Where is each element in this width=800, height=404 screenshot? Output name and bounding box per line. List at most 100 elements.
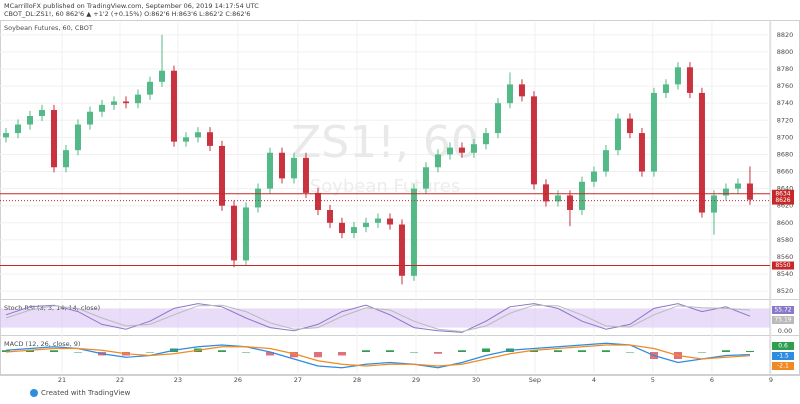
candle-body [86,111,93,125]
candle-body [182,137,189,142]
pane-title: MACD (12, 26, close, 9) [4,340,80,348]
candle-body [566,195,573,210]
candle-body [698,92,705,213]
candle-body [338,222,345,234]
candle-body [434,154,441,168]
x-tick-label: Sep [529,376,541,384]
x-tick-label: 27 [294,376,302,384]
candle-body [26,115,33,125]
x-tick-label: 21 [58,376,66,384]
macd-histogram-bar [25,350,34,352]
candle-body [206,132,213,146]
candle-body [458,147,465,153]
candle-body [134,94,141,104]
y-tick-label: 8640 [777,185,794,193]
price-line-label: 8634 [775,190,790,197]
candle-body [590,171,597,182]
candle-body [674,67,681,85]
last-value-label-box [772,306,794,314]
macd-histogram-bar [49,350,58,352]
x-tick-label: 26 [234,376,242,384]
candle-body [602,150,609,172]
price-line-label: 8626 [775,197,790,204]
y-tick-label: 8720 [777,116,794,124]
published-line: MCarrilloFX published on TradingView.com… [4,2,259,10]
price-line-label-box [772,196,794,205]
x-tick-label: 5 [651,376,655,384]
y-tick-label: 8520 [777,287,794,295]
candle-body [482,133,489,145]
candle-body [554,195,561,202]
candle-body [194,132,201,138]
pane-title: Soybean Futures, 60, CBOT [4,24,93,32]
macd-histogram-bar [1,350,10,352]
macd-histogram-bar [481,348,490,352]
candle-body [518,84,525,97]
watermark-subtitle: Soybean Futures [310,176,460,197]
x-tick-label: 4 [592,376,596,384]
candle-body [374,218,381,223]
candle-body [230,205,237,261]
x-tick-label: 29 [412,376,420,384]
candle-body [494,103,501,134]
candle-body [314,192,321,210]
candle-body [326,209,333,223]
price-line-label-box [772,261,794,270]
candle-body [350,227,357,234]
candle-body [398,224,405,276]
candle-body [650,92,657,172]
macd-histogram-bar [73,352,82,353]
last-value-label-box [772,316,794,324]
macd-histogram-bar [577,350,586,352]
last-value-label: -1.5 [777,353,789,360]
y-tick-label: 8660 [777,168,794,176]
candle-body [218,145,225,206]
candle-body [662,84,669,93]
candle-body [722,188,729,196]
stoch-line [5,304,750,332]
x-tick-label: 9 [769,376,773,384]
candle-body [50,110,57,168]
candle-body [158,70,165,82]
candle-body [14,124,21,134]
last-value-label: 0.6 [778,343,788,350]
candle-body [254,188,261,208]
y-tick-label: 8560 [777,253,794,261]
macd-histogram-bar [697,352,706,353]
macd-histogram-bar [553,350,562,352]
candle-body [686,67,693,93]
candle-body [110,101,117,105]
candle-body [386,218,393,225]
candle-body [98,104,105,112]
candle-body [506,84,513,104]
price-line-label: 8550 [775,262,790,269]
macd-line [5,344,751,367]
last-value-label-box [772,362,794,370]
y-tick-label: 8760 [777,82,794,90]
macd-histogram-bar [265,352,274,356]
candle-body [746,183,753,200]
macd-histogram-bar [145,352,154,353]
candle-body [122,101,129,104]
macd-histogram-bar [601,350,610,352]
last-value-label: -2.1 [777,363,789,370]
last-value-label: 55.72 [774,307,791,314]
candle-body [242,207,249,261]
macd-histogram-bar [409,352,418,353]
candle-body [362,222,369,228]
y-tick-label: 8780 [777,65,794,73]
macd-histogram-bar [433,352,442,354]
last-value-label-box [772,352,794,360]
x-tick-label: 23 [174,376,182,384]
y-tick-label: 8700 [777,133,794,141]
candle-body [410,188,417,276]
candle-body [422,167,429,189]
pane-title: Stoch RSI (3, 3, 14, 14, close) [4,304,100,312]
macd-histogram-bar [457,350,466,352]
candle-body [266,152,273,189]
x-tick-label: 22 [116,376,124,384]
x-tick-label: 6 [710,376,714,384]
y-tick-label: 8580 [777,236,794,244]
